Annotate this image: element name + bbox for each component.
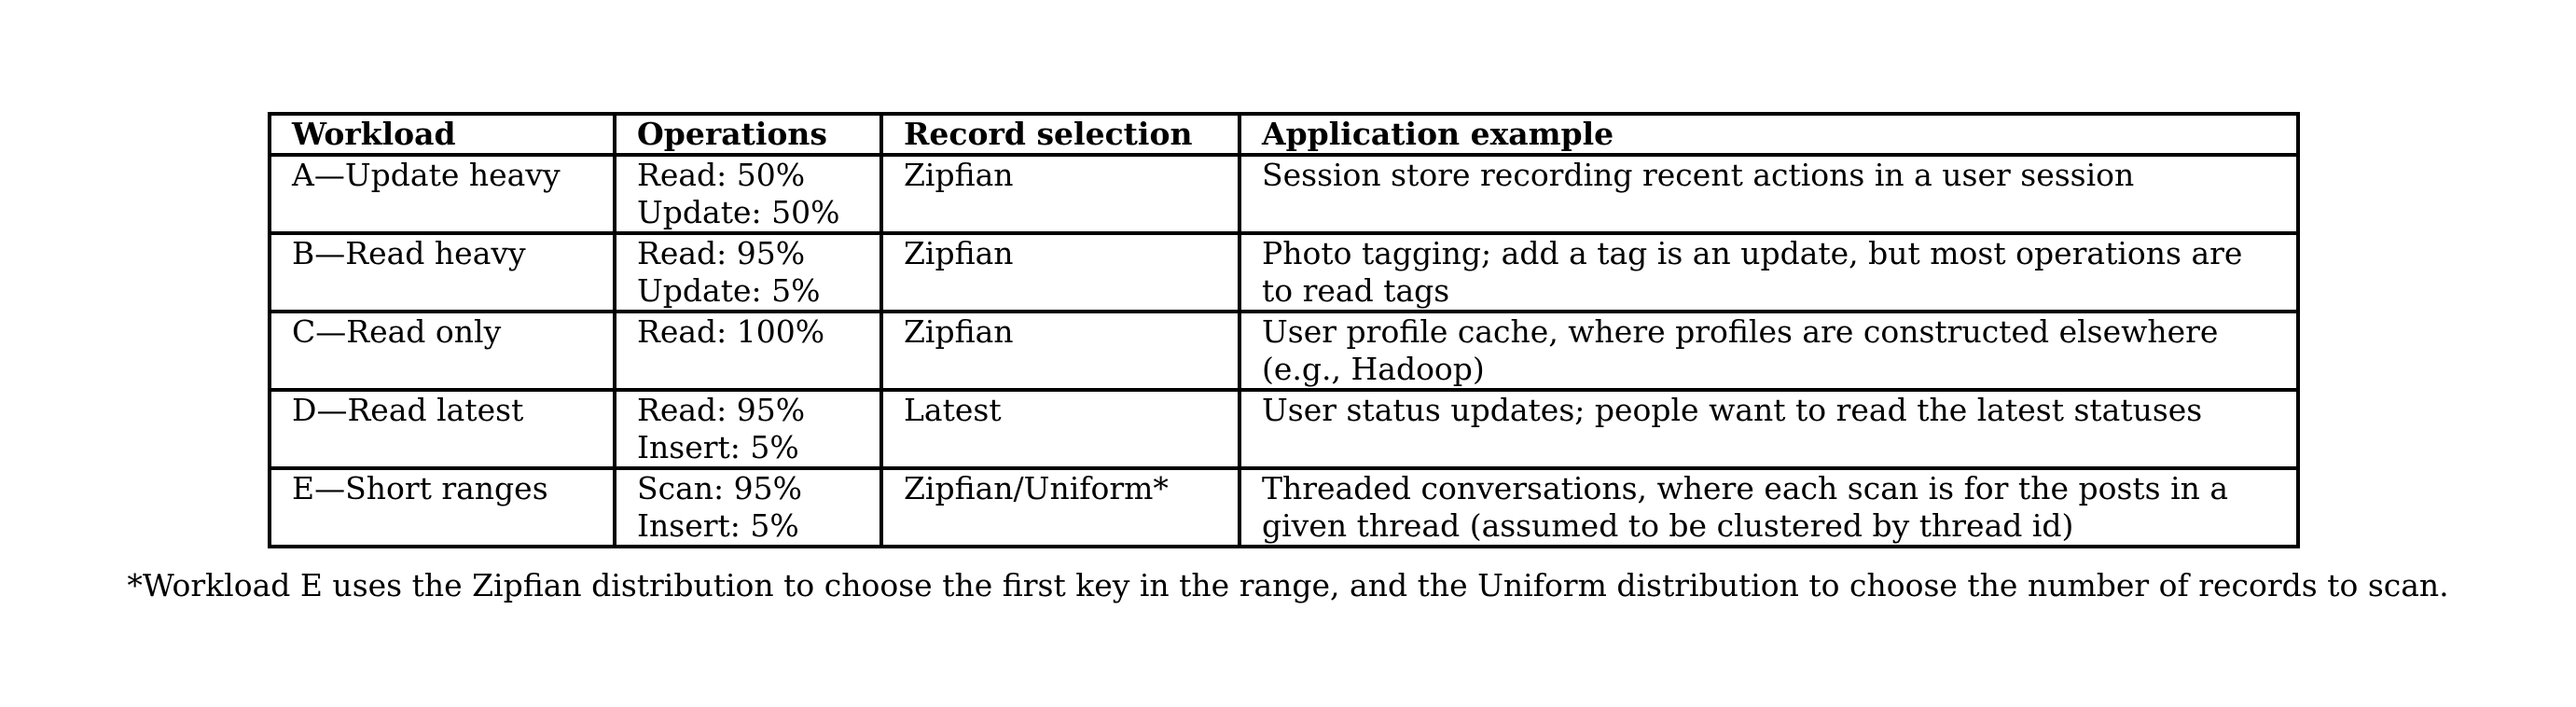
table-row: D—Read latest Read: 95% Insert: 5% Lates… xyxy=(268,388,2300,470)
record-selection-cell: Zipfian/Uniform* xyxy=(879,466,1241,548)
workload-cell: D—Read latest xyxy=(268,388,616,470)
application-example-cell: Photo tagging; add a tag is an update, b… xyxy=(1238,231,2300,313)
operations-cell: Read: 95% Update: 5% xyxy=(613,231,883,313)
table-row: B—Read heavy Read: 95% Update: 5% Zipfia… xyxy=(268,231,2300,313)
table-row: E—Short ranges Scan: 95% Insert: 5% Zipf… xyxy=(268,466,2300,548)
header-record-selection: Record selection xyxy=(879,112,1241,157)
workload-cell: E—Short ranges xyxy=(268,466,616,548)
operations-cell: Read: 100% xyxy=(613,310,883,392)
record-selection-cell: Zipfian xyxy=(879,310,1241,392)
header-operations: Operations xyxy=(613,112,883,157)
application-example-cell: Session store recording recent actions i… xyxy=(1238,153,2300,235)
application-example-cell: Threaded conversations, where each scan … xyxy=(1238,466,2300,548)
header-application-example: Application example xyxy=(1238,112,2300,157)
operations-cell: Read: 95% Insert: 5% xyxy=(613,388,883,470)
operations-cell: Read: 50% Update: 50% xyxy=(613,153,883,235)
table-row: C—Read only Read: 100% Zipfian User prof… xyxy=(268,310,2300,392)
workload-cell: C—Read only xyxy=(268,310,616,392)
workload-cell: A—Update heavy xyxy=(268,153,616,235)
application-example-cell: User profile cache, where profiles are c… xyxy=(1238,310,2300,392)
table-header-row: Workload Operations Record selection App… xyxy=(268,112,2300,157)
operations-cell: Scan: 95% Insert: 5% xyxy=(613,466,883,548)
header-workload: Workload xyxy=(268,112,616,157)
workload-cell: B—Read heavy xyxy=(268,231,616,313)
table-footnote: *Workload E uses the Zipfian distributio… xyxy=(127,567,2449,603)
record-selection-cell: Latest xyxy=(879,388,1241,470)
record-selection-cell: Zipfian xyxy=(879,153,1241,235)
application-example-cell: User status updates; people want to read… xyxy=(1238,388,2300,470)
record-selection-cell: Zipfian xyxy=(879,231,1241,313)
table-row: A—Update heavy Read: 50% Update: 50% Zip… xyxy=(268,153,2300,235)
workload-table: Workload Operations Record selection App… xyxy=(268,112,2300,548)
